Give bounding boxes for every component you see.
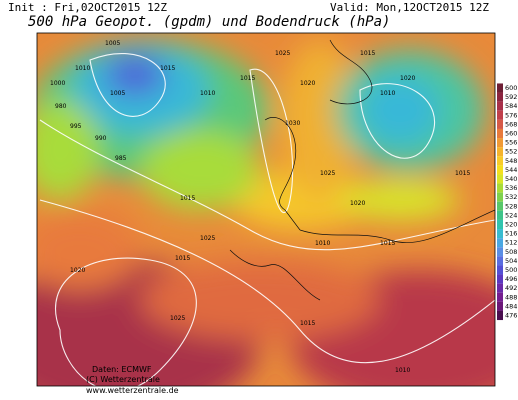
colorbar-label: 520 bbox=[505, 221, 517, 229]
colorbar-label: 536 bbox=[505, 184, 517, 192]
colorbar-label: 532 bbox=[505, 193, 517, 201]
colorbar-swatch bbox=[497, 238, 503, 248]
colorbar-swatch bbox=[497, 147, 503, 157]
isobar-label: 1015 bbox=[175, 255, 190, 262]
colorbar-swatch bbox=[497, 165, 503, 175]
isobar-label: 1015 bbox=[160, 65, 175, 72]
isobar-label: 1025 bbox=[170, 315, 185, 322]
isobar-label: 1020 bbox=[350, 200, 365, 207]
isobar-label: 990 bbox=[95, 135, 107, 142]
isobar-label: 1020 bbox=[70, 267, 85, 274]
map-field bbox=[37, 33, 495, 386]
isobar-label: 1015 bbox=[240, 75, 255, 82]
colorbar-swatch bbox=[497, 265, 503, 275]
colorbar-swatch bbox=[497, 201, 503, 211]
isobar-label: 1010 bbox=[315, 240, 330, 247]
colorbar-swatch bbox=[497, 301, 503, 311]
colorbar-label: 592 bbox=[505, 93, 517, 101]
footer-copyright: (C) Wetterzentrale bbox=[86, 375, 160, 384]
colorbar-swatch bbox=[497, 283, 503, 293]
colorbar-label: 552 bbox=[505, 148, 517, 156]
map-frame bbox=[36, 32, 496, 387]
isobar-label: 1020 bbox=[300, 80, 315, 87]
colorbar-swatch bbox=[497, 156, 503, 166]
isobar-label: 1025 bbox=[200, 235, 215, 242]
isobar-label: 1015 bbox=[300, 320, 315, 327]
map-title: 500 hPa Geopot. (gpdm) und Bodendruck (h… bbox=[28, 14, 390, 30]
colorbar-label: 512 bbox=[505, 239, 517, 247]
isobar-label: 1025 bbox=[275, 50, 290, 57]
isobar-label: 1015 bbox=[380, 240, 395, 247]
isobar-label: 1010 bbox=[395, 367, 410, 374]
isobar-label: 1010 bbox=[200, 90, 215, 97]
colorbar-label: 500 bbox=[505, 266, 517, 274]
colorbar-swatch bbox=[497, 274, 503, 284]
isobar-label: 1015 bbox=[360, 50, 375, 57]
isobar-label: 980 bbox=[55, 103, 67, 110]
isobar-label: 1000 bbox=[50, 80, 65, 87]
colorbar-label: 560 bbox=[505, 130, 517, 138]
colorbar-label: 568 bbox=[505, 120, 517, 128]
colorbar-label: 524 bbox=[505, 211, 517, 219]
colorbar-swatch bbox=[497, 247, 503, 257]
colorbar-swatch bbox=[497, 210, 503, 220]
isobar-label: 995 bbox=[70, 123, 82, 130]
colorbar-label: 540 bbox=[505, 175, 517, 183]
colorbar-label: 504 bbox=[505, 257, 517, 265]
isobar-label: 985 bbox=[115, 155, 127, 162]
colorbar-label: 556 bbox=[505, 139, 517, 147]
colorbar-swatch bbox=[497, 110, 503, 120]
valid-time: Valid: Mon,12OCT2015 12Z bbox=[330, 1, 489, 14]
colorbar-label: 484 bbox=[505, 302, 517, 310]
isobar-label: 1010 bbox=[75, 65, 90, 72]
isobar-labels: 1005 1010 1000 980 995 990 985 1005 1015 1010 1015… bbox=[50, 40, 470, 374]
init-time: Init : Fri,02OCT2015 12Z bbox=[8, 1, 167, 14]
colorbar-label: 576 bbox=[505, 111, 517, 119]
colorbar-label: 516 bbox=[505, 230, 517, 238]
colorbar-swatch bbox=[497, 92, 503, 102]
colorbar-swatch bbox=[497, 292, 503, 302]
colorbar-swatch bbox=[497, 128, 503, 139]
isobar-label: 1015 bbox=[455, 170, 470, 177]
colorbar-swatch bbox=[497, 174, 503, 184]
colorbar-swatch bbox=[497, 256, 503, 266]
colorbar-swatch bbox=[497, 219, 503, 230]
isobar-label: 1025 bbox=[320, 170, 335, 177]
isobar-label: 1005 bbox=[105, 40, 120, 47]
colorbar-label: 508 bbox=[505, 248, 517, 256]
colorbar-swatch bbox=[497, 183, 503, 193]
colorbar-swatch bbox=[497, 83, 503, 93]
colorbar: 6005925845765685605565525485445405365325… bbox=[497, 83, 517, 321]
colorbar-swatch bbox=[497, 310, 503, 321]
colorbar-swatch bbox=[497, 192, 503, 202]
colorbar-swatch bbox=[497, 138, 503, 148]
colorbar-label: 584 bbox=[505, 102, 517, 110]
isobar-label: 1030 bbox=[285, 120, 300, 127]
colorbar-label: 600 bbox=[505, 84, 517, 92]
isobar-label: 1010 bbox=[380, 90, 395, 97]
colorbar-label: 476 bbox=[505, 312, 517, 320]
colorbar-label: 496 bbox=[505, 275, 517, 283]
colorbar-label: 492 bbox=[505, 284, 517, 292]
colorbar-swatch bbox=[497, 101, 503, 111]
colorbar-label: 548 bbox=[505, 157, 517, 165]
colorbar-label: 528 bbox=[505, 202, 517, 210]
footer-url: www.wetterzentrale.de bbox=[86, 386, 179, 395]
colorbar-label: 488 bbox=[505, 293, 517, 301]
footer-source: Daten: ECMWF bbox=[92, 365, 152, 374]
isobar-label: 1005 bbox=[110, 90, 125, 97]
colorbar-label: 544 bbox=[505, 166, 517, 174]
colorbar-swatch bbox=[497, 229, 503, 239]
colorbar-swatch bbox=[497, 119, 503, 129]
isobar-label: 1015 bbox=[180, 195, 195, 202]
isobar-label: 1020 bbox=[400, 75, 415, 82]
